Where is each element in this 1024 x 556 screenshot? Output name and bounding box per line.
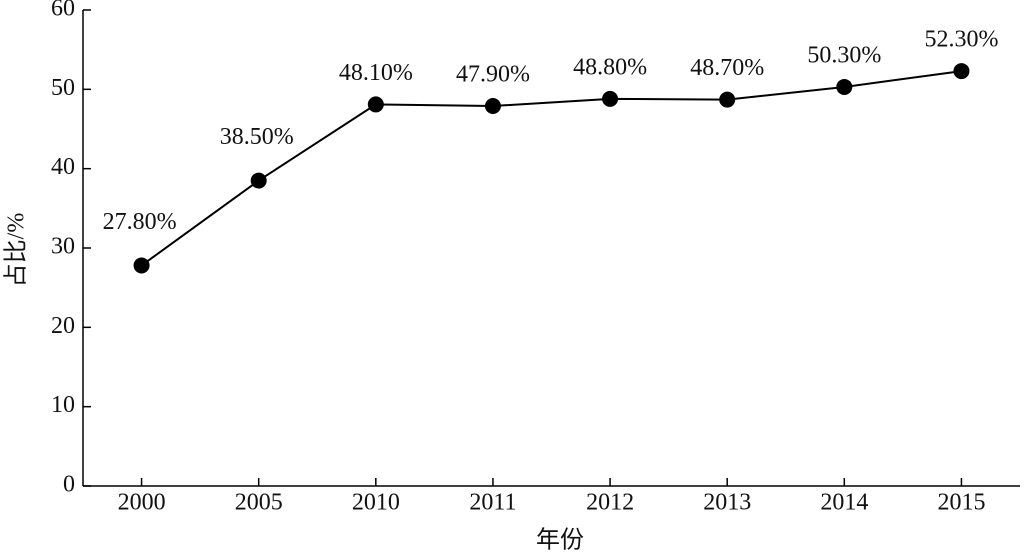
point <box>250 172 267 189</box>
x-tick-label: 2012 <box>586 490 634 516</box>
point <box>602 90 619 107</box>
x-tick-label: 2010 <box>352 490 400 516</box>
point <box>953 63 970 80</box>
y-tick-label: 50 <box>51 75 75 101</box>
value-label: 48.70% <box>690 55 764 81</box>
x-tick-label: 2005 <box>235 490 283 516</box>
point <box>719 91 736 108</box>
point <box>133 257 150 274</box>
y-tick-label: 30 <box>51 234 75 260</box>
y-tick-label: 20 <box>51 313 75 339</box>
y-tick-label: 60 <box>51 0 75 22</box>
value-label: 48.80% <box>573 54 647 80</box>
x-tick-label: 2014 <box>820 490 868 516</box>
point <box>836 78 853 95</box>
y-tick-label: 0 <box>63 472 75 498</box>
x-tick-label: 2011 <box>469 490 516 516</box>
value-label: 38.50% <box>220 124 294 150</box>
y-tick-label: 10 <box>51 392 75 418</box>
value-label: 48.10% <box>339 60 413 86</box>
value-label: 27.80% <box>103 209 177 235</box>
y-tick-label: 40 <box>51 154 75 180</box>
line <box>140 70 962 267</box>
point <box>367 96 384 113</box>
value-label: 47.90% <box>456 61 530 87</box>
value-label: 52.30% <box>924 27 998 53</box>
x-axis-label: 年份 <box>536 527 584 554</box>
x-tick-label: 2000 <box>118 490 166 516</box>
point <box>484 97 501 114</box>
value-label: 50.30% <box>807 42 881 68</box>
y-axis-label: 占比/% <box>3 213 30 288</box>
x-tick-label: 2015 <box>937 490 985 516</box>
x-tick-label: 2013 <box>703 490 751 516</box>
